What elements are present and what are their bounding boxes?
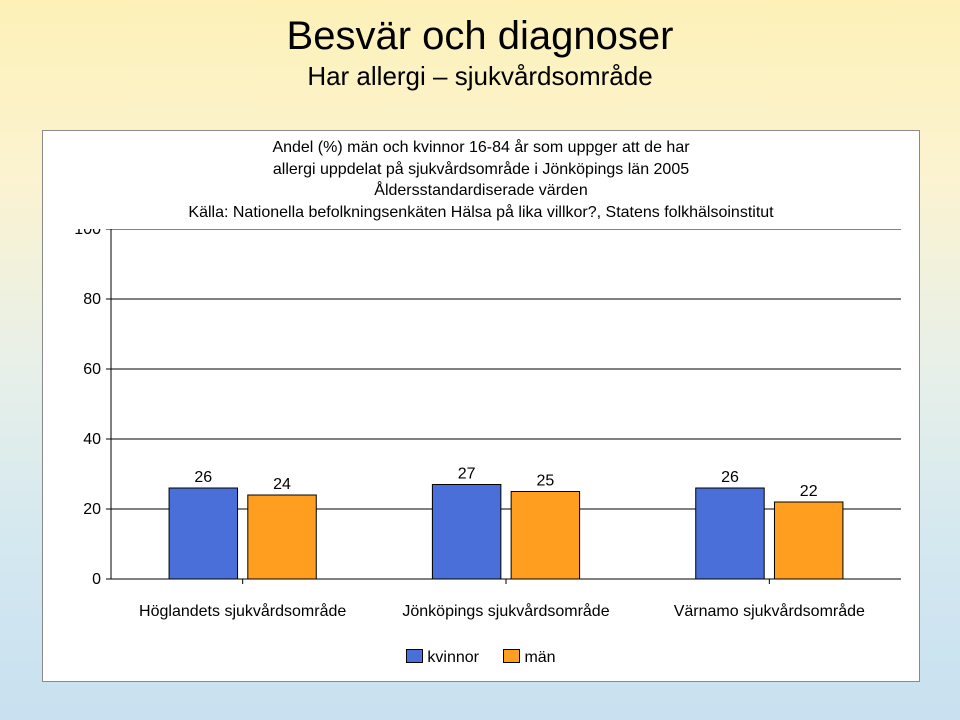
svg-text:25: 25 bbox=[536, 473, 554, 490]
legend-label-man: män bbox=[524, 649, 555, 666]
svg-text:27: 27 bbox=[458, 466, 476, 483]
chart-title-line-3: Åldersstandardiserade värden bbox=[43, 180, 919, 202]
svg-text:24: 24 bbox=[273, 476, 291, 493]
svg-text:0: 0 bbox=[92, 571, 101, 588]
chart-title-line-1: Andel (%) män och kvinnor 16-84 år som u… bbox=[43, 137, 919, 159]
x-category-1: Jönköpings sjukvårdsområde bbox=[374, 603, 637, 621]
svg-text:26: 26 bbox=[194, 469, 212, 486]
x-category-2: Värnamo sjukvårdsområde bbox=[638, 603, 901, 621]
chart-svg: 0 20 40 60 80 100 26 24 27 25 26 22 bbox=[61, 229, 901, 599]
chart-plot: 0 20 40 60 80 100 26 24 27 25 26 22 bbox=[61, 229, 901, 599]
legend-swatch-kvinnor bbox=[406, 649, 423, 663]
svg-text:100: 100 bbox=[74, 229, 101, 238]
svg-text:22: 22 bbox=[800, 483, 818, 500]
svg-text:40: 40 bbox=[83, 431, 101, 448]
chart-title-line-2: allergi uppdelat på sjukvårdsområde i Jö… bbox=[43, 159, 919, 181]
legend-swatch-man bbox=[503, 649, 520, 663]
chart-container: Andel (%) män och kvinnor 16-84 år som u… bbox=[42, 130, 920, 682]
svg-text:60: 60 bbox=[83, 361, 101, 378]
legend-item-kvinnor: kvinnor bbox=[406, 649, 479, 667]
x-category-0: Höglandets sjukvårdsområde bbox=[111, 603, 374, 621]
chart-title-block: Andel (%) män och kvinnor 16-84 år som u… bbox=[43, 131, 919, 223]
slide-title: Besvär och diagnoser bbox=[0, 0, 960, 59]
svg-text:20: 20 bbox=[83, 501, 101, 518]
x-axis-labels: Höglandets sjukvårdsområde Jönköpings sj… bbox=[61, 603, 901, 621]
svg-text:80: 80 bbox=[83, 291, 101, 308]
slide-subtitle: Har allergi – sjukvårdsområde bbox=[0, 61, 960, 92]
legend-item-man: män bbox=[503, 649, 555, 667]
chart-source-line: Källa: Nationella befolkningsenkäten Häl… bbox=[43, 202, 919, 224]
legend: kvinnor män bbox=[43, 649, 919, 667]
legend-label-kvinnor: kvinnor bbox=[427, 649, 479, 666]
svg-text:26: 26 bbox=[721, 469, 739, 486]
